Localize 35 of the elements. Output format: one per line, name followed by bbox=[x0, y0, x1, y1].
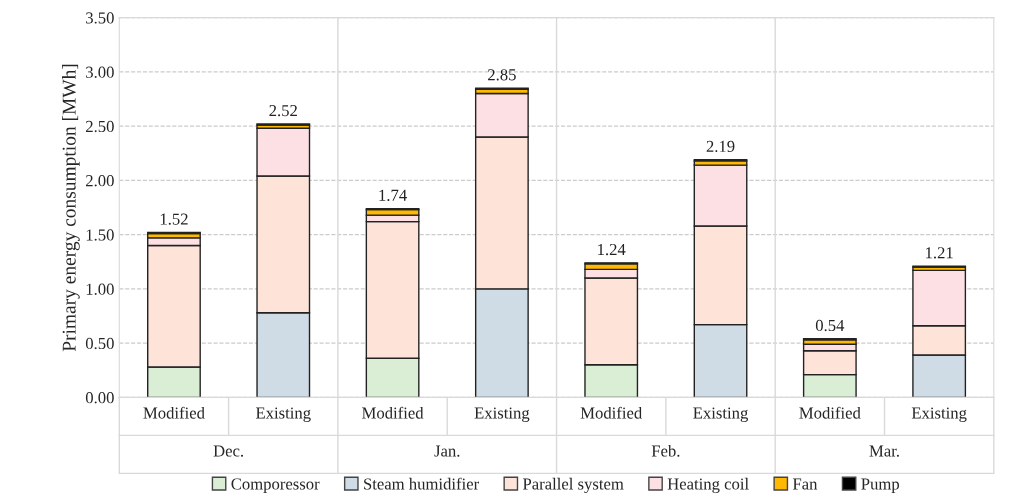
y-tick-label: 1.50 bbox=[86, 229, 114, 241]
x-tick-label: Modified bbox=[143, 406, 205, 419]
x-tick-label: Existing bbox=[255, 407, 311, 423]
x-tick-label: Existing bbox=[693, 407, 748, 423]
legend-label: Comporessor bbox=[231, 478, 320, 493]
x-tick-label: Modified bbox=[799, 406, 861, 419]
legend-label: Heating coil bbox=[667, 477, 749, 494]
y-axis-title: Primary energy consumption [MWh] bbox=[62, 64, 80, 352]
total-label: 2.19 bbox=[706, 140, 735, 153]
y-tick-label: 2.00 bbox=[86, 175, 114, 187]
y-tick-label: 3.00 bbox=[86, 66, 114, 78]
legend-label: Fan bbox=[792, 478, 818, 490]
x-tick-label: Modified bbox=[580, 406, 643, 419]
x-tick-label: Existing bbox=[474, 407, 530, 423]
x-tick-label: Modified bbox=[362, 406, 424, 419]
total-label: 1.21 bbox=[926, 247, 953, 259]
total-label: 2.85 bbox=[488, 69, 516, 81]
x-tick-label: Existing bbox=[911, 407, 967, 423]
y-tick-label: 0.00 bbox=[85, 392, 114, 404]
text: Feb. bbox=[651, 444, 680, 457]
y-tick-label: 0.50 bbox=[85, 337, 114, 350]
text: Mar. bbox=[869, 445, 899, 457]
legend-label: Pump bbox=[861, 478, 900, 493]
total-label: 1.52 bbox=[160, 213, 188, 225]
total-label: 2.52 bbox=[269, 105, 297, 117]
y-tick-label: 3.50 bbox=[86, 12, 114, 24]
total-label: 1.24 bbox=[598, 243, 626, 256]
total-label: 1.74 bbox=[379, 189, 407, 201]
text: Jan. bbox=[434, 445, 460, 457]
y-tick-label: 1.00 bbox=[86, 283, 114, 295]
y-tick-label: 2.50 bbox=[86, 120, 114, 133]
legend-label: Parallel system bbox=[522, 477, 624, 494]
legend-label: Steam humidifier bbox=[364, 477, 480, 490]
text: Dec. bbox=[213, 445, 244, 457]
total-label: 0.54 bbox=[815, 319, 845, 332]
